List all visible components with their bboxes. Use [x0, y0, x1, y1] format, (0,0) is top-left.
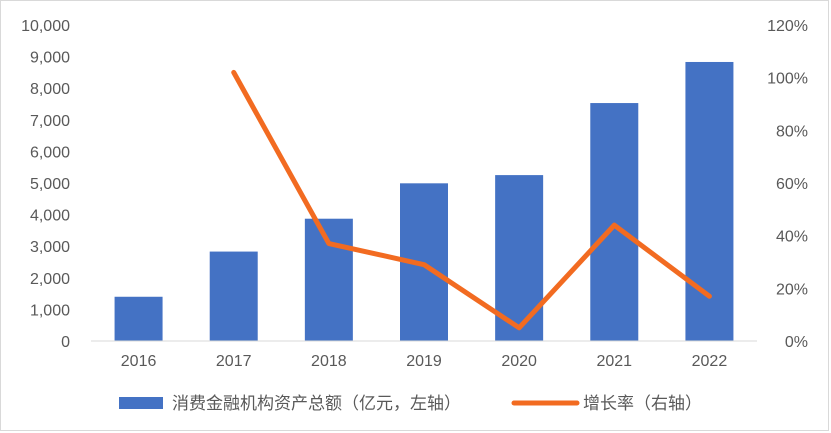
bar — [304, 218, 353, 341]
right-tick-label: 20% — [776, 281, 808, 298]
right-tick-label: 120% — [767, 18, 808, 35]
x-tick-label: 2016 — [121, 353, 157, 370]
legend-bar-label: 消费金融机构资产总额（亿元，左轴） — [172, 394, 461, 414]
left-tick-label: 9,000 — [30, 50, 70, 67]
left-tick-label: 4,000 — [30, 208, 70, 225]
line-point — [232, 70, 236, 74]
line-series — [231, 69, 712, 331]
left-tick-label: 7,000 — [30, 113, 70, 130]
left-tick-label: 1,000 — [30, 302, 70, 319]
right-tick-label: 80% — [776, 123, 808, 140]
left-tick-label: 5,000 — [30, 176, 70, 193]
left-tick-label: 6,000 — [30, 144, 70, 161]
x-tick-label: 2022 — [692, 353, 728, 370]
right-tick-label: 100% — [767, 71, 808, 88]
right-tick-label: 60% — [776, 176, 808, 193]
right-tick-label: 0% — [785, 334, 808, 351]
legend-line-label: 增长率（右轴） — [583, 394, 702, 414]
line-point — [707, 294, 711, 298]
left-tick-label: 2,000 — [30, 271, 70, 288]
line-point — [612, 223, 616, 227]
growth-rate-line — [231, 69, 712, 331]
line-point — [517, 326, 521, 330]
x-axis-ticks: 2016 2017 2018 2019 2020 2021 2022 — [121, 353, 728, 370]
line-point — [422, 263, 426, 267]
x-tick-label: 2021 — [596, 353, 632, 370]
right-tick-label: 40% — [776, 229, 808, 246]
left-tick-label: 10,000 — [21, 18, 70, 35]
x-tick-label: 2017 — [216, 353, 252, 370]
line-point — [327, 242, 331, 246]
left-tick-label: 0 — [61, 334, 70, 351]
left-tick-label: 8,000 — [30, 81, 70, 98]
x-tick-label: 2019 — [406, 353, 442, 370]
bar — [685, 61, 734, 342]
x-tick-label: 2018 — [311, 353, 347, 370]
bar — [114, 296, 163, 341]
bar — [590, 103, 639, 341]
right-axis-ticks: 0% 20% 40% 60% 80% 100% 120% — [767, 18, 808, 351]
bar — [209, 251, 258, 341]
x-tick-label: 2020 — [501, 353, 537, 370]
left-tick-label: 3,000 — [30, 239, 70, 256]
legend: 消费金融机构资产总额（亿元，左轴） 增长率（右轴） — [119, 394, 702, 414]
left-axis-ticks: 0 1,000 2,000 3,000 4,000 5,000 6,000 7,000 8,00… — [21, 18, 70, 351]
bar-series — [114, 61, 734, 342]
legend-bar-swatch — [119, 397, 163, 409]
